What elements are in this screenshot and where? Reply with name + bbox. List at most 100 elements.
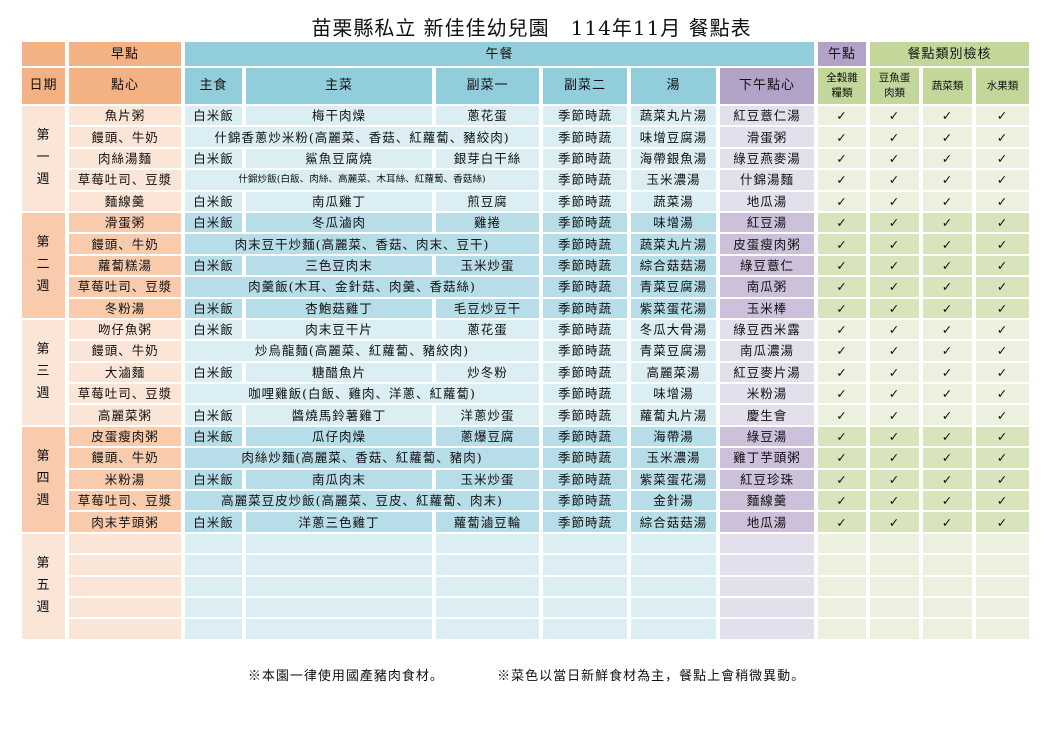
side-dish-2-cell: 季節時蔬: [543, 512, 627, 532]
afternoon-snack-cell: 地瓜湯: [720, 191, 814, 211]
header-snack-group: 午點: [818, 42, 866, 66]
breakfast-cell: [69, 576, 181, 596]
breakfast-cell: 饅頭、牛奶: [69, 127, 181, 147]
breakfast-cell: 麵線羹: [69, 191, 181, 211]
breakfast-cell: 大滷麵: [69, 362, 181, 383]
table-row: 草莓吐司、豆漿 咖哩雞飯(白飯、雞肉、洋蔥、紅蘿蔔) 季節時蔬 味增湯 米粉湯 ✓ ✓ ✓ ✓: [22, 384, 1029, 404]
side-dish-2-cell: 季節時蔬: [543, 362, 627, 383]
soup-cell: 海帶湯: [631, 426, 716, 447]
staple-cell: 白米飯: [185, 319, 242, 340]
header-fruit: 水果類: [976, 68, 1029, 104]
check-grain-cell: ✓: [818, 148, 866, 169]
main-dish-cell: 南瓜雞丁: [246, 191, 432, 211]
check-grain-cell: [818, 533, 866, 554]
side-dish-1-cell: 煎豆腐: [436, 191, 539, 211]
check-fruit-cell: [976, 555, 1029, 575]
side-dish-1-cell: 洋蔥炒蛋: [436, 405, 539, 425]
breakfast-cell: 吻仔魚粥: [69, 319, 181, 340]
table-row: 大滷麵 白米飯 糖醋魚片 炒冬粉 季節時蔬 高麗菜湯 紅豆麥片湯 ✓ ✓ ✓ ✓: [22, 362, 1029, 383]
check-grain-cell: ✓: [818, 106, 866, 126]
table-row: 第二週 滑蛋粥 白米飯 冬瓜滷肉 雞捲 季節時蔬 味增湯 紅豆湯 ✓ ✓ ✓ ✓: [22, 212, 1029, 318]
table-row: 草莓吐司、豆漿 高麗菜豆皮炒飯(高麗菜、豆皮、紅蘿蔔、肉末) 季節時蔬 金針湯 麵線羹 ✓…: [22, 491, 1029, 511]
check-fruit-cell: ✓: [976, 191, 1029, 211]
check-grain-cell: ✓: [818, 448, 866, 468]
check-veg-cell: ✓: [923, 106, 972, 126]
check-protein-cell: ✓: [870, 191, 919, 211]
check-protein-cell: ✓: [870, 234, 919, 254]
lunch-combined-cell: 炒烏龍麵(高麗菜、紅蘿蔔、豬絞肉): [185, 341, 539, 361]
lunch-combined-cell: 什錦香蔥炒米粉(高麗菜、香菇、紅蘿蔔、豬絞肉): [185, 127, 539, 147]
check-fruit-cell: ✓: [976, 212, 1029, 233]
header-side2: 副菜二: [543, 68, 627, 104]
breakfast-cell: [69, 619, 181, 639]
afternoon-snack-cell: 慶生會: [720, 405, 814, 425]
staple-cell: 白米飯: [185, 191, 242, 211]
afternoon-snack-cell: 綠豆湯: [720, 426, 814, 447]
side-dish-2-cell: 季節時蔬: [543, 106, 627, 126]
check-protein-cell: ✓: [870, 491, 919, 511]
check-fruit-cell: ✓: [976, 127, 1029, 147]
main-dish-cell: 肉末豆干片: [246, 319, 432, 340]
table-row: 高麗菜粥 白米飯 醬燒馬鈴薯雞丁 洋蔥炒蛋 季節時蔬 蘿蔔丸片湯 慶生會 ✓ ✓ ✓ ✓: [22, 405, 1029, 425]
staple-cell: 白米飯: [185, 469, 242, 490]
check-grain-cell: ✓: [818, 469, 866, 490]
staple-cell: 白米飯: [185, 426, 242, 447]
check-veg-cell: [923, 555, 972, 575]
side-dish-2-cell: 季節時蔬: [543, 448, 627, 468]
check-grain-cell: ✓: [818, 362, 866, 383]
afternoon-snack-cell: 地瓜湯: [720, 512, 814, 532]
check-grain-cell: ✓: [818, 234, 866, 254]
afternoon-snack-cell: 紅豆湯: [720, 212, 814, 233]
main-dish-cell: [246, 619, 432, 639]
check-protein-cell: ✓: [870, 148, 919, 169]
check-protein-cell: [870, 576, 919, 596]
breakfast-cell: 草莓吐司、豆漿: [69, 491, 181, 511]
check-grain-cell: ✓: [818, 341, 866, 361]
check-grain-cell: [818, 619, 866, 639]
header-main: 主菜: [246, 68, 432, 104]
check-protein-cell: [870, 619, 919, 639]
check-fruit-cell: ✓: [976, 405, 1029, 425]
soup-cell: 蘿蔔丸片湯: [631, 405, 716, 425]
afternoon-snack-cell: 麵線羹: [720, 491, 814, 511]
check-veg-cell: ✓: [923, 191, 972, 211]
week-label-cell: 第四週: [22, 426, 65, 532]
check-grain-cell: ✓: [818, 384, 866, 404]
page-title: 苗栗縣私立 新佳佳幼兒園 114年11月 餐點表: [311, 16, 752, 40]
check-protein-cell: ✓: [870, 469, 919, 490]
afternoon-snack-cell: 綠豆西米露: [720, 319, 814, 340]
soup-cell: 玉米濃湯: [631, 170, 716, 190]
check-grain-cell: ✓: [818, 255, 866, 276]
breakfast-cell: 米粉湯: [69, 469, 181, 490]
afternoon-snack-cell: 滑蛋粥: [720, 127, 814, 147]
breakfast-cell: [69, 597, 181, 618]
check-fruit-cell: ✓: [976, 469, 1029, 490]
check-grain-cell: ✓: [818, 426, 866, 447]
main-dish-cell: [246, 576, 432, 596]
side-dish-2-cell: 季節時蔬: [543, 384, 627, 404]
side-dish-1-cell: [436, 576, 539, 596]
check-grain-cell: [818, 576, 866, 596]
check-protein-cell: [870, 597, 919, 618]
soup-cell: [631, 533, 716, 554]
table-row: [22, 555, 1029, 575]
side-dish-1-cell: 玉米炒蛋: [436, 255, 539, 276]
check-grain-cell: [818, 555, 866, 575]
table-row: 第四週 皮蛋瘦肉粥 白米飯 瓜仔肉燥 蔥爆豆腐 季節時蔬 海帶湯 綠豆湯 ✓ ✓ ✓ ✓: [22, 426, 1029, 532]
side-dish-1-cell: [436, 619, 539, 639]
table-row: 肉絲湯麵 白米飯 鯊魚豆腐燒 銀芽白干絲 季節時蔬 海帶銀魚湯 綠豆燕麥湯 ✓ ✓ ✓ ✓: [22, 148, 1029, 169]
header-lunch-group: 午餐: [185, 42, 814, 66]
staple-cell: [185, 576, 242, 596]
side-dish-2-cell: 季節時蔬: [543, 341, 627, 361]
soup-cell: 蔬菜丸片湯: [631, 234, 716, 254]
week-label: 第二週: [36, 235, 51, 295]
main-dish-cell: 糖醋魚片: [246, 362, 432, 383]
lunch-combined-cell: 肉羹飯(木耳、金針菇、肉羹、香菇絲): [185, 277, 539, 297]
check-grain-cell: ✓: [818, 191, 866, 211]
side-dish-1-cell: 炒冬粉: [436, 362, 539, 383]
breakfast-cell: 草莓吐司、豆漿: [69, 384, 181, 404]
header-grain: 全穀雜糧類: [826, 72, 858, 99]
main-dish-cell: 杏鮑菇雞丁: [246, 298, 432, 318]
check-veg-cell: ✓: [923, 384, 972, 404]
soup-cell: 玉米濃湯: [631, 448, 716, 468]
